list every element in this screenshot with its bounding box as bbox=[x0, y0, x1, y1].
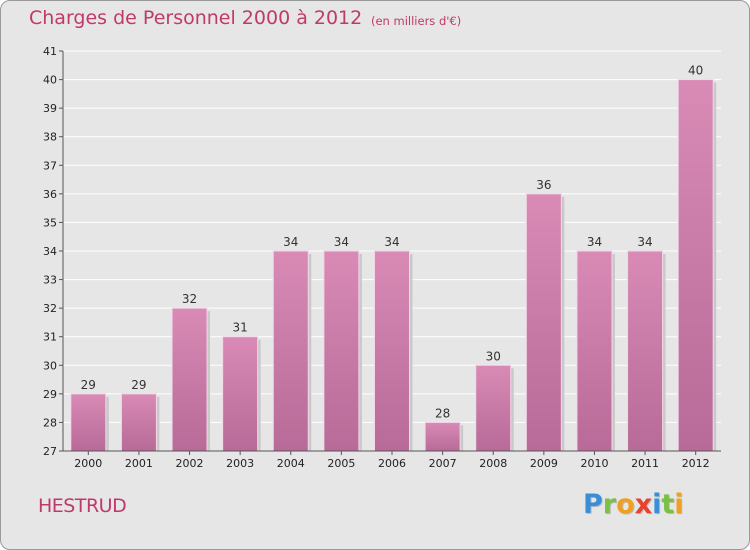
data-label: 30 bbox=[486, 349, 501, 363]
bar bbox=[677, 79, 714, 452]
bar bbox=[120, 393, 157, 452]
bar bbox=[576, 250, 613, 452]
logo-letter: r bbox=[602, 489, 617, 520]
logo-letter: P bbox=[583, 489, 603, 520]
bar bbox=[374, 250, 410, 452]
data-label: 34 bbox=[334, 235, 349, 249]
x-tick-label: 2005 bbox=[327, 457, 355, 470]
x-tick-label: 2004 bbox=[277, 457, 305, 470]
data-label: 29 bbox=[81, 378, 96, 392]
y-tick-label: 38 bbox=[43, 131, 57, 144]
bar bbox=[627, 250, 664, 452]
y-tick-label: 30 bbox=[43, 359, 57, 372]
y-tick-label: 27 bbox=[43, 445, 57, 458]
x-tick-label: 2008 bbox=[479, 457, 507, 470]
y-tick-label: 29 bbox=[43, 388, 57, 401]
y-tick-label: 40 bbox=[43, 74, 57, 87]
logo-letter: o bbox=[616, 489, 635, 520]
chart-subtitle: (en milliers d'€) bbox=[371, 14, 462, 28]
data-label: 34 bbox=[637, 235, 652, 249]
commune-name: HESTRUD bbox=[38, 495, 127, 517]
data-label: 34 bbox=[384, 235, 399, 249]
x-tick-label: 2012 bbox=[682, 457, 710, 470]
y-tick-label: 41 bbox=[43, 45, 57, 58]
x-tick-label: 2002 bbox=[176, 457, 204, 470]
y-tick-label: 35 bbox=[43, 216, 57, 229]
data-label: 34 bbox=[283, 235, 298, 249]
data-label: 29 bbox=[131, 378, 146, 392]
logo-letter: i bbox=[652, 489, 662, 520]
x-tick-label: 2009 bbox=[530, 457, 558, 470]
x-tick-label: 2003 bbox=[226, 457, 254, 470]
y-tick-label: 37 bbox=[43, 159, 57, 172]
logo-letter: t bbox=[661, 489, 675, 520]
y-tick-label: 39 bbox=[43, 102, 57, 115]
y-tick-label: 32 bbox=[43, 302, 57, 315]
x-tick-label: 2006 bbox=[378, 457, 406, 470]
bar bbox=[222, 336, 259, 452]
data-label: 34 bbox=[587, 235, 602, 249]
y-tick-label: 34 bbox=[43, 245, 57, 258]
data-label: 28 bbox=[435, 406, 450, 420]
proxiti-logo: Proxiti bbox=[583, 489, 684, 520]
data-label: 36 bbox=[536, 178, 551, 192]
bar bbox=[475, 364, 512, 452]
y-tick-label: 33 bbox=[43, 274, 57, 287]
y-tick-label: 31 bbox=[43, 331, 57, 344]
bar bbox=[171, 307, 208, 452]
bar bbox=[272, 250, 309, 452]
x-tick-label: 2010 bbox=[580, 457, 608, 470]
data-label: 31 bbox=[233, 321, 248, 335]
logo-letter: x bbox=[634, 489, 653, 520]
x-tick-label: 2001 bbox=[125, 457, 153, 470]
y-tick-label: 28 bbox=[43, 416, 57, 429]
logo-letter: i bbox=[674, 489, 684, 520]
bar bbox=[424, 421, 461, 452]
bar bbox=[525, 193, 562, 452]
x-tick-label: 2000 bbox=[74, 457, 102, 470]
bar bbox=[70, 393, 107, 452]
data-label: 40 bbox=[688, 64, 703, 78]
y-tick-label: 36 bbox=[43, 188, 57, 201]
bar bbox=[323, 250, 360, 452]
data-label: 32 bbox=[182, 292, 197, 306]
chart-title: Charges de Personnel 2000 à 2012 bbox=[29, 7, 363, 29]
x-tick-label: 2011 bbox=[631, 457, 659, 470]
x-tick-label: 2007 bbox=[429, 457, 457, 470]
